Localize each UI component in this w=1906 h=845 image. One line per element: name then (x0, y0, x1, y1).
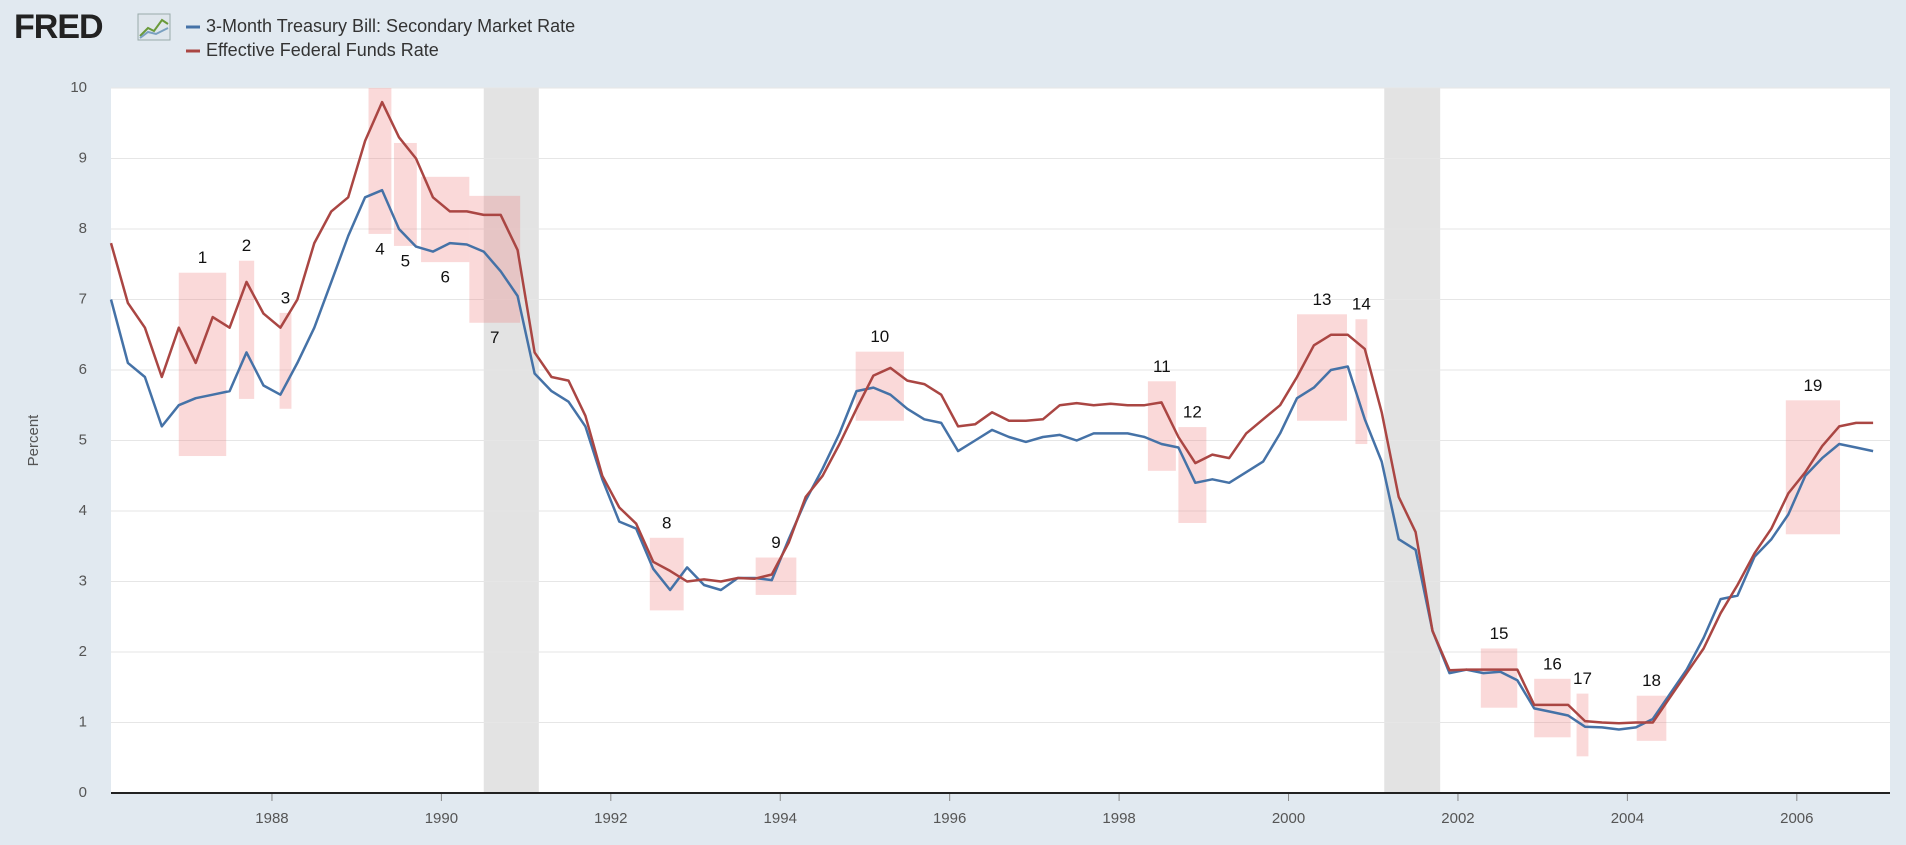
legend-label: 3-Month Treasury Bill: Secondary Market … (206, 16, 575, 36)
annotation-label: 18 (1642, 671, 1661, 690)
annotation-label: 9 (771, 533, 780, 552)
series-line (109, 100, 1874, 725)
annotation-label: 17 (1573, 669, 1592, 688)
annotation-label: 2 (242, 236, 251, 255)
annotation-box (1147, 381, 1176, 471)
y-tick-label: 10 (70, 79, 87, 96)
annotation-label: 11 (1153, 357, 1171, 376)
y-tick-label: 1 (79, 713, 87, 730)
annotation-label: 3 (281, 288, 290, 307)
y-tick-label: 9 (79, 149, 87, 166)
x-tick-label: 2000 (1272, 810, 1305, 827)
x-tick-label: 1998 (1102, 810, 1135, 827)
annotation-label: 16 (1543, 654, 1562, 673)
annotation-box (1355, 319, 1368, 445)
annotation-label: 5 (401, 251, 410, 270)
annotation-label: 19 (1803, 376, 1822, 395)
annotation-box (855, 351, 904, 421)
annotation-label: 15 (1490, 624, 1509, 643)
annotation-box (1534, 678, 1571, 738)
legend-label: Effective Federal Funds Rate (206, 40, 439, 60)
annotation-box (178, 272, 227, 457)
y-tick-label: 7 (79, 290, 87, 307)
y-tick-label: 2 (79, 643, 87, 660)
x-tick-label: 1996 (933, 810, 966, 827)
annotation-label: 12 (1183, 403, 1202, 422)
annotation-label: 1 (198, 248, 207, 267)
logo-icon (137, 13, 171, 41)
annotation-label: 8 (662, 513, 671, 532)
y-tick-label: 4 (79, 502, 87, 519)
x-tick-label: 2006 (1780, 810, 1813, 827)
x-tick-label: 1992 (594, 810, 627, 827)
y-tick-label: 0 (79, 784, 87, 801)
y-tick-label: 8 (79, 220, 87, 237)
annotation-box (649, 537, 684, 611)
series-line (109, 188, 1874, 731)
y-tick-label: 3 (79, 572, 87, 589)
annotation-box (279, 312, 292, 409)
annotation-box (469, 195, 521, 323)
annotation-label: 4 (375, 239, 384, 258)
y-axis-label: Percent (25, 414, 42, 467)
y-tick-label: 6 (79, 361, 87, 378)
annotation-box (393, 142, 417, 246)
annotation-label: 14 (1352, 295, 1371, 314)
y-tick-label: 5 (79, 431, 87, 448)
x-tick-label: 1990 (425, 810, 458, 827)
annotation-label: 10 (870, 327, 889, 346)
x-tick-label: 2002 (1441, 810, 1474, 827)
x-tick-label: 1994 (764, 810, 797, 827)
logo: FRED (14, 8, 103, 46)
annotation-label: 6 (440, 268, 449, 287)
x-tick-label: 2004 (1611, 810, 1644, 827)
annotation-label: 13 (1313, 290, 1332, 309)
x-tick-label: 1988 (255, 810, 288, 827)
annotation-label: 7 (490, 328, 499, 347)
